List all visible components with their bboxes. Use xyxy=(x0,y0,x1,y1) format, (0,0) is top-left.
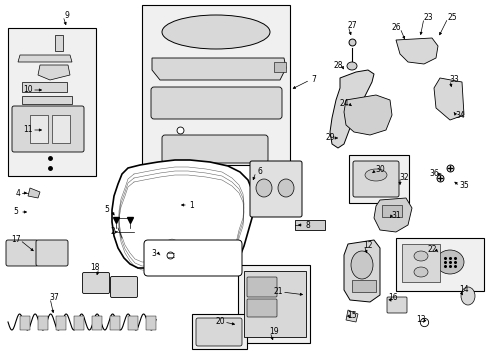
Text: 37: 37 xyxy=(49,293,59,302)
Bar xyxy=(146,316,156,330)
Polygon shape xyxy=(329,70,373,148)
Text: 36: 36 xyxy=(428,170,438,179)
Text: 7: 7 xyxy=(311,76,316,85)
Text: 35: 35 xyxy=(458,181,468,190)
Polygon shape xyxy=(343,95,391,135)
Text: 16: 16 xyxy=(387,293,397,302)
FancyBboxPatch shape xyxy=(82,273,109,293)
Bar xyxy=(142,5,289,165)
Ellipse shape xyxy=(162,15,269,49)
Text: 23: 23 xyxy=(422,13,432,22)
Text: 33: 33 xyxy=(448,76,458,85)
Bar xyxy=(22,96,72,104)
Bar xyxy=(244,271,305,337)
Ellipse shape xyxy=(413,267,427,277)
Bar xyxy=(238,265,309,343)
Bar xyxy=(38,316,48,330)
Text: 22: 22 xyxy=(427,246,436,255)
Bar xyxy=(92,316,102,330)
Text: 25: 25 xyxy=(446,13,456,22)
Bar xyxy=(294,220,325,230)
Bar xyxy=(348,155,408,203)
Ellipse shape xyxy=(256,179,271,197)
Ellipse shape xyxy=(346,62,356,70)
FancyBboxPatch shape xyxy=(162,135,267,163)
Text: 17: 17 xyxy=(11,235,21,244)
Text: 5: 5 xyxy=(104,206,109,215)
FancyBboxPatch shape xyxy=(352,161,398,197)
FancyBboxPatch shape xyxy=(386,297,406,313)
Ellipse shape xyxy=(413,251,427,261)
Text: 12: 12 xyxy=(363,240,372,249)
Text: 27: 27 xyxy=(346,22,356,31)
Bar xyxy=(351,280,375,292)
Ellipse shape xyxy=(278,179,293,197)
FancyBboxPatch shape xyxy=(110,276,137,297)
Bar xyxy=(56,316,66,330)
Text: 19: 19 xyxy=(268,328,278,337)
Text: 11: 11 xyxy=(23,126,33,135)
FancyBboxPatch shape xyxy=(246,277,276,297)
Text: 32: 32 xyxy=(398,172,408,181)
Polygon shape xyxy=(395,38,437,64)
Bar xyxy=(395,238,483,291)
Bar xyxy=(30,115,48,143)
FancyBboxPatch shape xyxy=(143,240,242,276)
FancyBboxPatch shape xyxy=(151,87,282,119)
Text: 14: 14 xyxy=(458,285,468,294)
FancyBboxPatch shape xyxy=(12,106,84,152)
Polygon shape xyxy=(346,310,357,322)
Text: 20: 20 xyxy=(215,318,224,327)
Text: 28: 28 xyxy=(332,62,342,71)
Ellipse shape xyxy=(350,251,372,279)
Polygon shape xyxy=(28,188,40,198)
FancyBboxPatch shape xyxy=(246,299,276,317)
Bar xyxy=(381,205,401,217)
Bar xyxy=(401,244,439,282)
Text: 24: 24 xyxy=(339,99,348,108)
Bar xyxy=(110,316,120,330)
FancyBboxPatch shape xyxy=(249,161,302,217)
Text: 4: 4 xyxy=(16,189,20,198)
FancyBboxPatch shape xyxy=(196,318,242,346)
Text: 9: 9 xyxy=(64,12,69,21)
Text: 18: 18 xyxy=(90,264,100,273)
Bar xyxy=(128,316,138,330)
Polygon shape xyxy=(152,58,285,80)
Text: 1: 1 xyxy=(189,201,194,210)
Text: 6: 6 xyxy=(257,167,262,176)
Bar xyxy=(20,316,30,330)
FancyBboxPatch shape xyxy=(6,240,38,266)
Text: 5: 5 xyxy=(14,207,19,216)
Text: 26: 26 xyxy=(390,23,400,32)
Bar xyxy=(52,115,70,143)
Bar xyxy=(22,82,67,92)
Bar xyxy=(192,314,246,349)
Polygon shape xyxy=(18,55,72,62)
Text: 8: 8 xyxy=(305,220,310,230)
Ellipse shape xyxy=(435,250,463,274)
Polygon shape xyxy=(343,240,379,302)
Text: 10: 10 xyxy=(23,85,33,94)
Polygon shape xyxy=(433,78,463,120)
Polygon shape xyxy=(373,198,411,232)
Bar xyxy=(74,316,84,330)
Text: 13: 13 xyxy=(415,315,425,324)
Bar xyxy=(8,28,96,176)
Text: 21: 21 xyxy=(273,288,282,297)
Text: 31: 31 xyxy=(390,211,400,220)
Bar xyxy=(273,62,285,72)
FancyBboxPatch shape xyxy=(36,240,68,266)
Text: 2: 2 xyxy=(110,228,115,237)
Polygon shape xyxy=(38,65,70,80)
Text: 15: 15 xyxy=(346,310,356,320)
Polygon shape xyxy=(112,160,253,272)
Text: 30: 30 xyxy=(374,166,384,175)
Ellipse shape xyxy=(460,287,474,305)
Ellipse shape xyxy=(364,169,386,181)
Text: 29: 29 xyxy=(325,134,334,143)
Text: 3: 3 xyxy=(151,248,156,257)
Bar xyxy=(55,35,63,51)
Text: 34: 34 xyxy=(454,111,464,120)
